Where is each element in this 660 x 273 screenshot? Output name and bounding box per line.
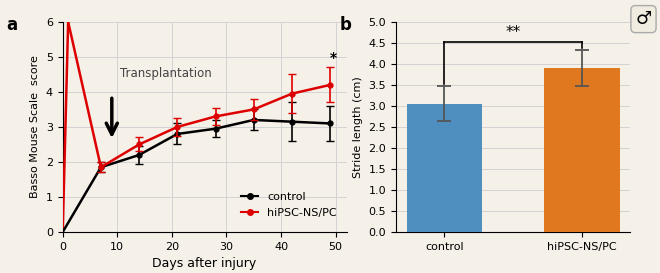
control xyxy=(326,122,334,125)
hiPSC-NS/PC xyxy=(212,115,220,118)
Legend: control, hiPSC-NS/PC: control, hiPSC-NS/PC xyxy=(237,188,341,222)
Line: hiPSC-NS/PC: hiPSC-NS/PC xyxy=(66,19,333,170)
control xyxy=(288,120,296,123)
hiPSC-NS/PC xyxy=(174,125,182,129)
control xyxy=(97,166,105,169)
Text: **: ** xyxy=(506,25,521,40)
Text: ♂: ♂ xyxy=(636,10,651,28)
control xyxy=(212,127,220,130)
hiPSC-NS/PC xyxy=(288,92,296,95)
hiPSC-NS/PC xyxy=(326,83,334,87)
Y-axis label: Basso Mouse Scale  score: Basso Mouse Scale score xyxy=(30,55,40,198)
hiPSC-NS/PC xyxy=(64,20,72,23)
control xyxy=(249,118,257,121)
hiPSC-NS/PC xyxy=(97,166,105,169)
Text: Transplantation: Transplantation xyxy=(120,67,212,80)
Bar xyxy=(407,104,482,232)
Text: a: a xyxy=(6,16,17,34)
control xyxy=(59,230,67,234)
Text: *: * xyxy=(329,51,337,65)
control xyxy=(174,132,182,136)
hiPSC-NS/PC xyxy=(135,143,143,146)
control xyxy=(135,153,143,157)
Y-axis label: Stride length (cm): Stride length (cm) xyxy=(353,76,363,178)
Text: b: b xyxy=(340,16,352,34)
X-axis label: Days after injury: Days after injury xyxy=(152,257,257,270)
Line: control: control xyxy=(60,117,333,235)
hiPSC-NS/PC xyxy=(249,108,257,111)
Bar xyxy=(544,68,620,232)
